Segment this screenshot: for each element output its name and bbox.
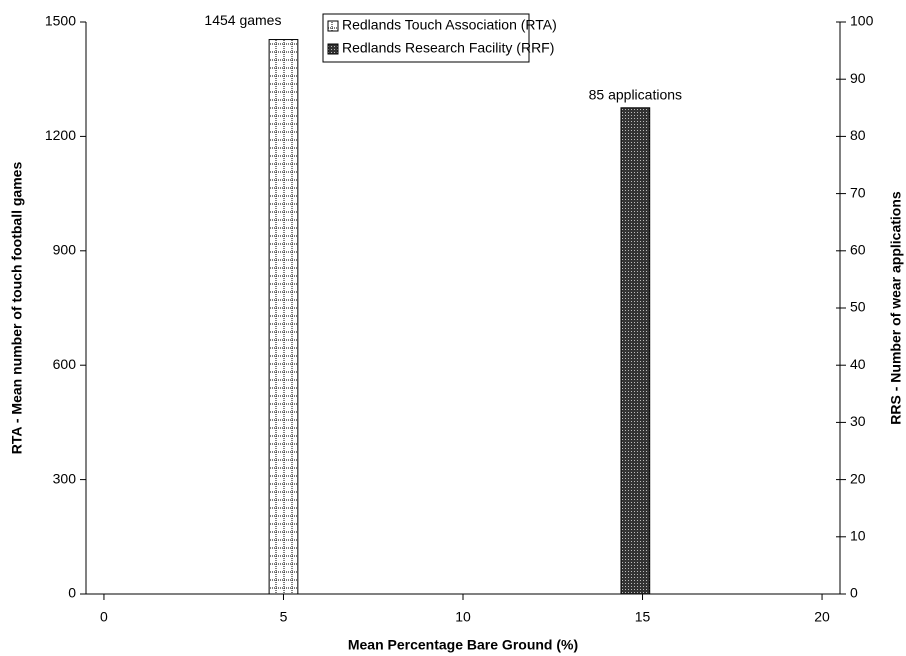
x-tick-label: 5 [280, 609, 288, 625]
y-tick-label: 1500 [45, 13, 76, 29]
y-tick-label: 600 [53, 356, 77, 372]
data-label: 1454 games [204, 12, 281, 28]
y2-tick-label: 90 [850, 70, 866, 86]
y2-tick-label: 10 [850, 528, 866, 544]
y-axis-title: RTA - Mean number of touch football game… [9, 162, 25, 455]
y2-tick-label: 30 [850, 413, 866, 429]
legend-label: Redlands Research Facility (RRF) [342, 40, 554, 56]
bar [620, 107, 651, 595]
y-tick-label: 300 [53, 470, 77, 486]
legend-box [322, 13, 530, 63]
y-tick-label: 0 [68, 585, 76, 601]
y2-tick-label: 80 [850, 127, 866, 143]
bar [268, 39, 299, 595]
legend-swatch [327, 20, 339, 32]
y2-tick-label: 20 [850, 470, 866, 486]
y-tick-label: 900 [53, 242, 77, 258]
y2-tick-label: 40 [850, 356, 866, 372]
x-tick-label: 15 [635, 609, 651, 625]
y2-tick-label: 50 [850, 299, 866, 315]
legend-swatch [327, 43, 339, 55]
y-tick-label: 1200 [45, 127, 76, 143]
y2-tick-label: 0 [850, 585, 858, 601]
data-label: 85 applications [589, 87, 682, 103]
legend-label: Redlands Touch Association (RTA) [342, 17, 557, 33]
y2-axis-title: RRS - Number of wear applications [888, 191, 904, 425]
x-tick-label: 10 [455, 609, 471, 625]
x-tick-label: 0 [100, 609, 108, 625]
y2-tick-label: 60 [850, 242, 866, 258]
y2-tick-label: 100 [850, 13, 874, 29]
x-tick-label: 20 [814, 609, 830, 625]
y2-tick-label: 70 [850, 184, 866, 200]
x-axis-title: Mean Percentage Bare Ground (%) [348, 637, 578, 653]
